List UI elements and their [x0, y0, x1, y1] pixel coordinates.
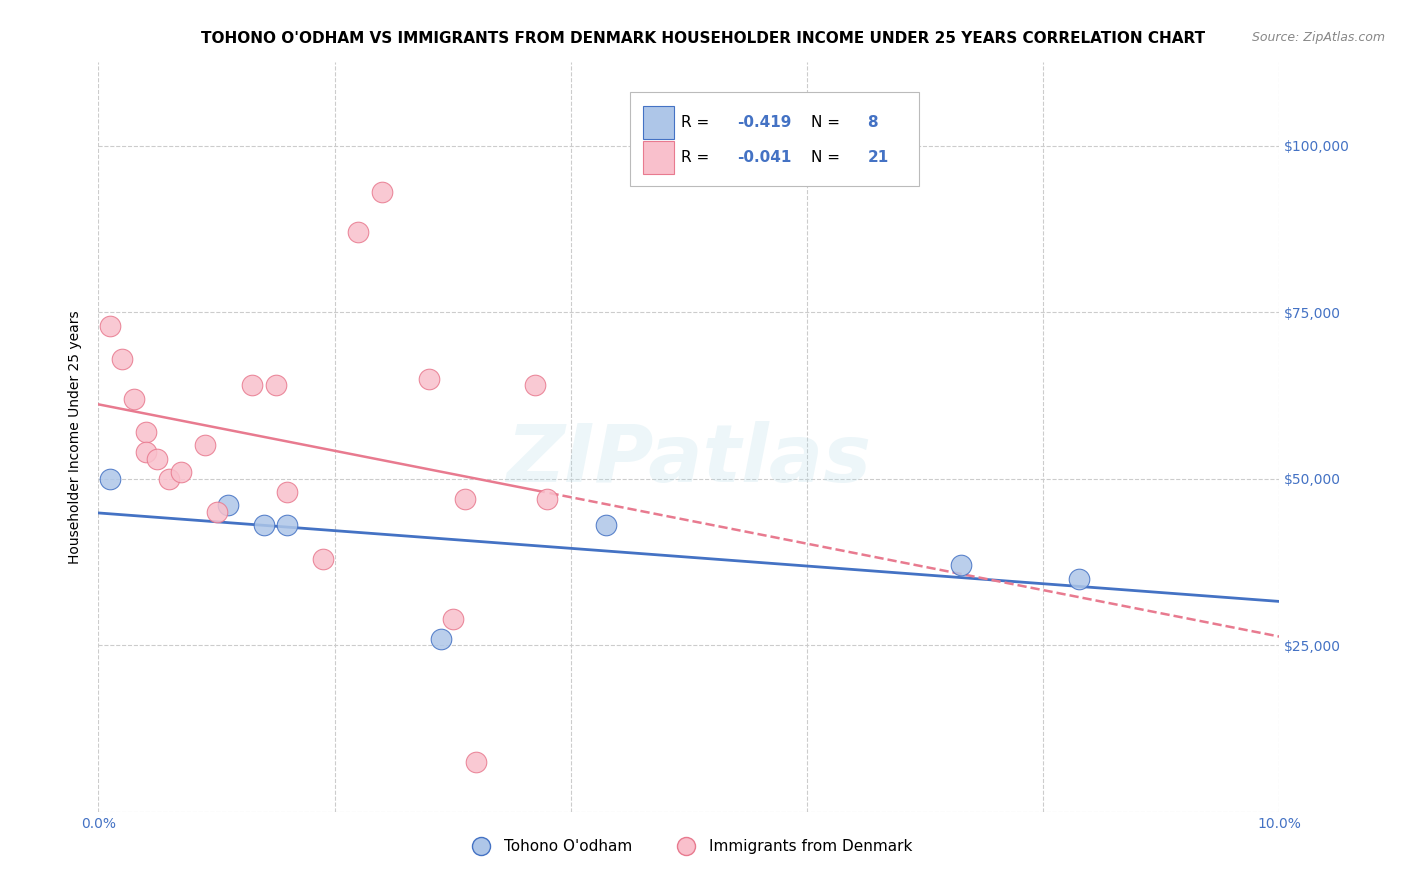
Point	[524, 378, 547, 392]
Text: -0.419: -0.419	[737, 115, 792, 130]
Point	[453, 491, 475, 506]
Text: 8: 8	[868, 115, 877, 130]
Point	[536, 491, 558, 506]
Legend: Tohono O'odham, Immigrants from Denmark: Tohono O'odham, Immigrants from Denmark	[460, 833, 918, 860]
Point	[949, 558, 972, 573]
Point	[276, 485, 298, 500]
Point	[253, 518, 276, 533]
Text: N =: N =	[811, 115, 845, 130]
Point	[122, 392, 145, 406]
Point	[111, 351, 134, 366]
FancyBboxPatch shape	[643, 141, 673, 174]
Point	[465, 755, 488, 769]
Point	[276, 518, 298, 533]
Point	[135, 425, 157, 439]
Point	[194, 438, 217, 452]
Point	[217, 499, 239, 513]
Point	[371, 186, 394, 200]
Point	[170, 465, 193, 479]
Text: R =: R =	[681, 150, 714, 165]
Text: N =: N =	[811, 150, 845, 165]
FancyBboxPatch shape	[630, 93, 920, 186]
Point	[418, 372, 440, 386]
Text: 21: 21	[868, 150, 889, 165]
Point	[430, 632, 453, 646]
Point	[98, 472, 121, 486]
Point	[98, 318, 121, 333]
Text: Source: ZipAtlas.com: Source: ZipAtlas.com	[1251, 31, 1385, 45]
FancyBboxPatch shape	[643, 106, 673, 139]
Point	[595, 518, 617, 533]
Point	[146, 451, 169, 466]
Text: TOHONO O'ODHAM VS IMMIGRANTS FROM DENMARK HOUSEHOLDER INCOME UNDER 25 YEARS CORR: TOHONO O'ODHAM VS IMMIGRANTS FROM DENMAR…	[201, 31, 1205, 46]
Text: -0.041: -0.041	[737, 150, 792, 165]
Point	[240, 378, 263, 392]
Point	[264, 378, 287, 392]
Point	[135, 445, 157, 459]
Text: R =: R =	[681, 115, 714, 130]
Point	[205, 505, 228, 519]
Text: ZIPatlas: ZIPatlas	[506, 420, 872, 499]
Point	[441, 611, 464, 625]
Y-axis label: Householder Income Under 25 years: Householder Income Under 25 years	[69, 310, 83, 564]
Point	[347, 225, 370, 239]
Point	[312, 551, 335, 566]
Point	[1067, 572, 1090, 586]
Point	[157, 472, 180, 486]
